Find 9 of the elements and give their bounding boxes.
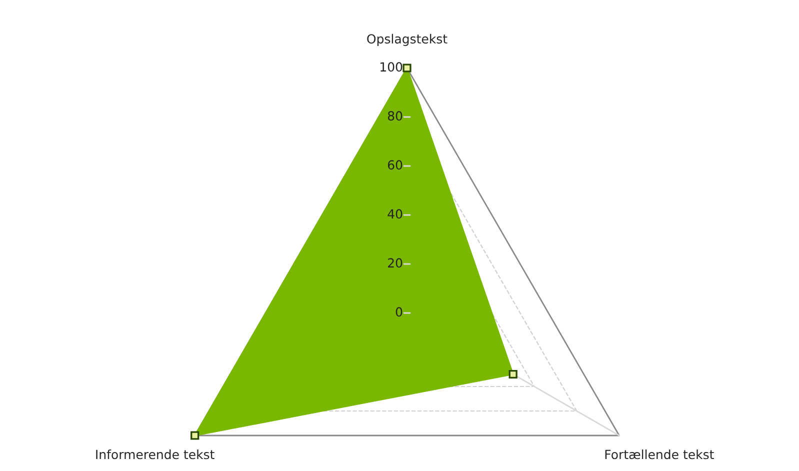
spoke-label: Opslagstekst [367, 34, 448, 46]
y-tick-label: 0 [396, 307, 402, 317]
spoke-label: Fortællende tekst [605, 450, 714, 460]
y-tick-label: 20 [388, 258, 402, 268]
y-tick-label: 40 [388, 209, 402, 219]
y-tick-label: 80 [388, 111, 402, 121]
y-tick-label: 100 [380, 62, 402, 72]
spoke-label: Informerende tekst [96, 450, 214, 460]
y-tick-label: 60 [388, 160, 402, 170]
